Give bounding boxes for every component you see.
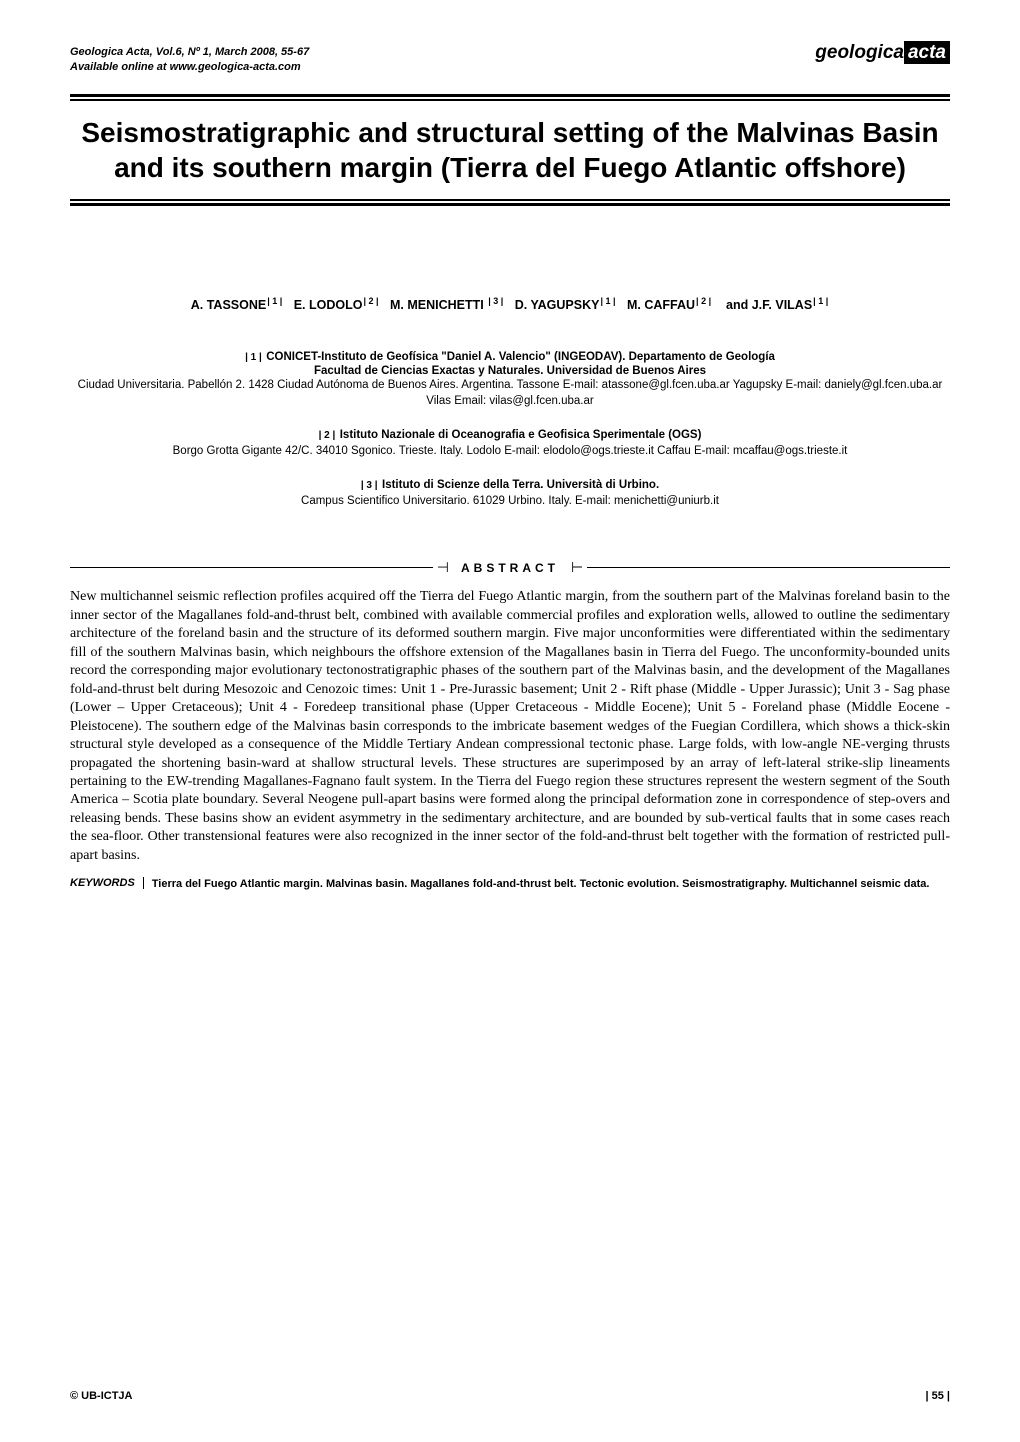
- abstract-text: New multichannel seismic reflection prof…: [70, 588, 950, 865]
- title-block: Seismostratigraphic and structural setti…: [70, 99, 950, 201]
- abstract-header: ⊣ ABSTRACT ⊢: [70, 559, 950, 576]
- abstract-label: ABSTRACT: [453, 561, 567, 575]
- affiliation-1: | 1 | CONICET-Instituto de Geofísica "Da…: [70, 347, 950, 409]
- logo-part2: acta: [904, 41, 950, 64]
- author: E. LODOLO| 2 |: [294, 298, 380, 312]
- page-footer: © UB-ICTJA | 55 |: [70, 1390, 950, 1402]
- copyright-text: © UB-ICTJA: [70, 1390, 133, 1402]
- affiliation-2: | 2 | Istituto Nazionale di Oceanografia…: [70, 425, 950, 459]
- affiliation-3: | 3 | Istituto di Scienze della Terra. U…: [70, 475, 950, 509]
- journal-logo: geologicaacta: [815, 42, 950, 64]
- author: A. TASSONE| 1 |: [191, 298, 284, 312]
- abstract-rule-left: [70, 567, 433, 568]
- bracket-icon: ⊢: [567, 559, 587, 576]
- abstract-rule-right: [587, 567, 950, 568]
- logo-part1: geologica: [815, 42, 904, 63]
- keywords-row: KEYWORDS Tierra del Fuego Atlantic margi…: [70, 877, 950, 892]
- header-rule-top: [70, 94, 950, 97]
- author: M. CAFFAU| 2 |: [627, 298, 712, 312]
- article-title: Seismostratigraphic and structural setti…: [70, 115, 950, 185]
- page-number: | 55 |: [925, 1390, 950, 1402]
- keywords-label: KEYWORDS: [70, 877, 144, 889]
- header-rule-bottom: [70, 203, 950, 206]
- author: and J.F. VILAS| 1 |: [726, 298, 829, 312]
- authors-line: A. TASSONE| 1 | E. LODOLO| 2 | M. MENICH…: [70, 296, 950, 312]
- author: D. YAGUPSKY| 1 |: [515, 298, 617, 312]
- keywords-text: Tierra del Fuego Atlantic margin. Malvin…: [144, 877, 930, 892]
- author: M. MENICHETTI | 3 |: [390, 298, 504, 312]
- bracket-icon: ⊣: [433, 559, 453, 576]
